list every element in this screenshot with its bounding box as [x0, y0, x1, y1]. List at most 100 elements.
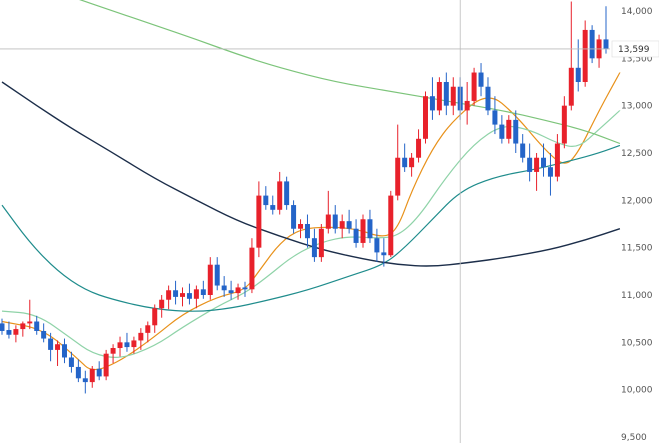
candle — [520, 134, 526, 163]
candle-body — [485, 86, 491, 111]
y-tick-label: 13,000 — [621, 102, 653, 112]
candle — [561, 96, 567, 149]
candle-body — [193, 289, 199, 299]
candle-body — [360, 219, 366, 243]
ma-line-ma_green — [79, 0, 621, 145]
candle-body — [492, 110, 498, 125]
candle — [568, 1, 574, 111]
candle — [325, 190, 331, 234]
candle — [89, 366, 95, 388]
ma-line-ma_mid — [1, 109, 621, 358]
y-tick-label: 9,500 — [621, 433, 647, 443]
candle — [256, 181, 262, 258]
candle-body — [89, 368, 95, 383]
candle — [304, 214, 310, 248]
candle-body — [173, 290, 179, 297]
candle-body — [68, 357, 74, 367]
candle-body — [214, 264, 220, 286]
last-price-tag — [611, 40, 659, 58]
candle-body — [263, 195, 269, 206]
candle — [48, 332, 54, 362]
candle — [138, 328, 144, 350]
candle-body — [110, 348, 116, 354]
candle — [374, 228, 380, 262]
candle-body — [284, 181, 290, 206]
candle-body — [291, 205, 297, 229]
candle — [34, 315, 40, 335]
candle — [554, 134, 560, 182]
candle-body — [124, 342, 130, 348]
candle — [575, 39, 581, 92]
candle-body — [513, 119, 519, 144]
candle — [235, 283, 241, 300]
candle-body — [561, 105, 567, 144]
candle-body — [249, 247, 255, 290]
candle-body — [443, 82, 449, 106]
candle — [152, 304, 158, 333]
candle — [207, 257, 213, 300]
y-tick-label: 11,500 — [621, 244, 653, 254]
candle — [166, 285, 172, 310]
y-tick-label: 14,000 — [621, 7, 653, 17]
candle-body — [75, 366, 81, 379]
candle-body — [235, 287, 241, 294]
candle-body — [332, 214, 338, 229]
candle-body — [416, 138, 422, 158]
candles — [0, 1, 609, 394]
candle — [159, 295, 165, 318]
candle — [506, 115, 512, 144]
candle — [541, 143, 547, 177]
candle-body — [256, 195, 262, 248]
candle — [291, 200, 297, 234]
candle-body — [131, 340, 137, 348]
candle-body — [395, 157, 401, 196]
candle — [332, 205, 338, 234]
candle-body — [242, 287, 248, 290]
candle — [339, 214, 345, 239]
candle-body — [180, 293, 186, 297]
candle — [298, 219, 304, 239]
candle — [589, 25, 595, 64]
candle — [96, 361, 102, 381]
candle — [471, 67, 477, 106]
candle — [221, 276, 227, 297]
candle-body — [20, 323, 26, 330]
candle-body — [82, 378, 88, 383]
candle-body — [478, 72, 484, 87]
candle-body — [374, 238, 380, 253]
candle — [214, 257, 220, 291]
candle — [0, 318, 5, 335]
candle-body — [200, 289, 206, 295]
candle-body — [61, 344, 67, 358]
candle — [55, 340, 61, 366]
candle — [402, 143, 408, 172]
candle — [68, 351, 74, 373]
candle — [346, 209, 352, 234]
candle-body — [325, 214, 331, 229]
candle — [242, 281, 248, 297]
candle-body — [27, 321, 33, 324]
candle — [131, 336, 137, 354]
candle — [603, 6, 609, 54]
candle-body — [298, 224, 304, 229]
candle — [27, 299, 33, 330]
candle — [173, 280, 179, 305]
price-axis: 9,500 10,000 10,500 11,000 11,500 12,000 12,50… — [611, 7, 659, 443]
y-tick-label: 12,500 — [621, 149, 653, 159]
ma-line-ma_fast — [1, 72, 621, 371]
candle — [388, 190, 394, 258]
y-tick-label: 10,500 — [621, 338, 653, 348]
candle — [249, 238, 255, 294]
candle-body — [311, 238, 317, 258]
candle-body — [117, 342, 123, 349]
candle-body — [103, 353, 109, 377]
candle-body — [436, 82, 442, 111]
candle — [186, 283, 192, 305]
candle-body — [541, 157, 547, 168]
candle-body — [534, 157, 540, 172]
crosshair — [0, 0, 610, 443]
y-tick-label: 12,000 — [621, 196, 653, 206]
candle-body — [506, 119, 512, 139]
candle — [110, 344, 116, 364]
